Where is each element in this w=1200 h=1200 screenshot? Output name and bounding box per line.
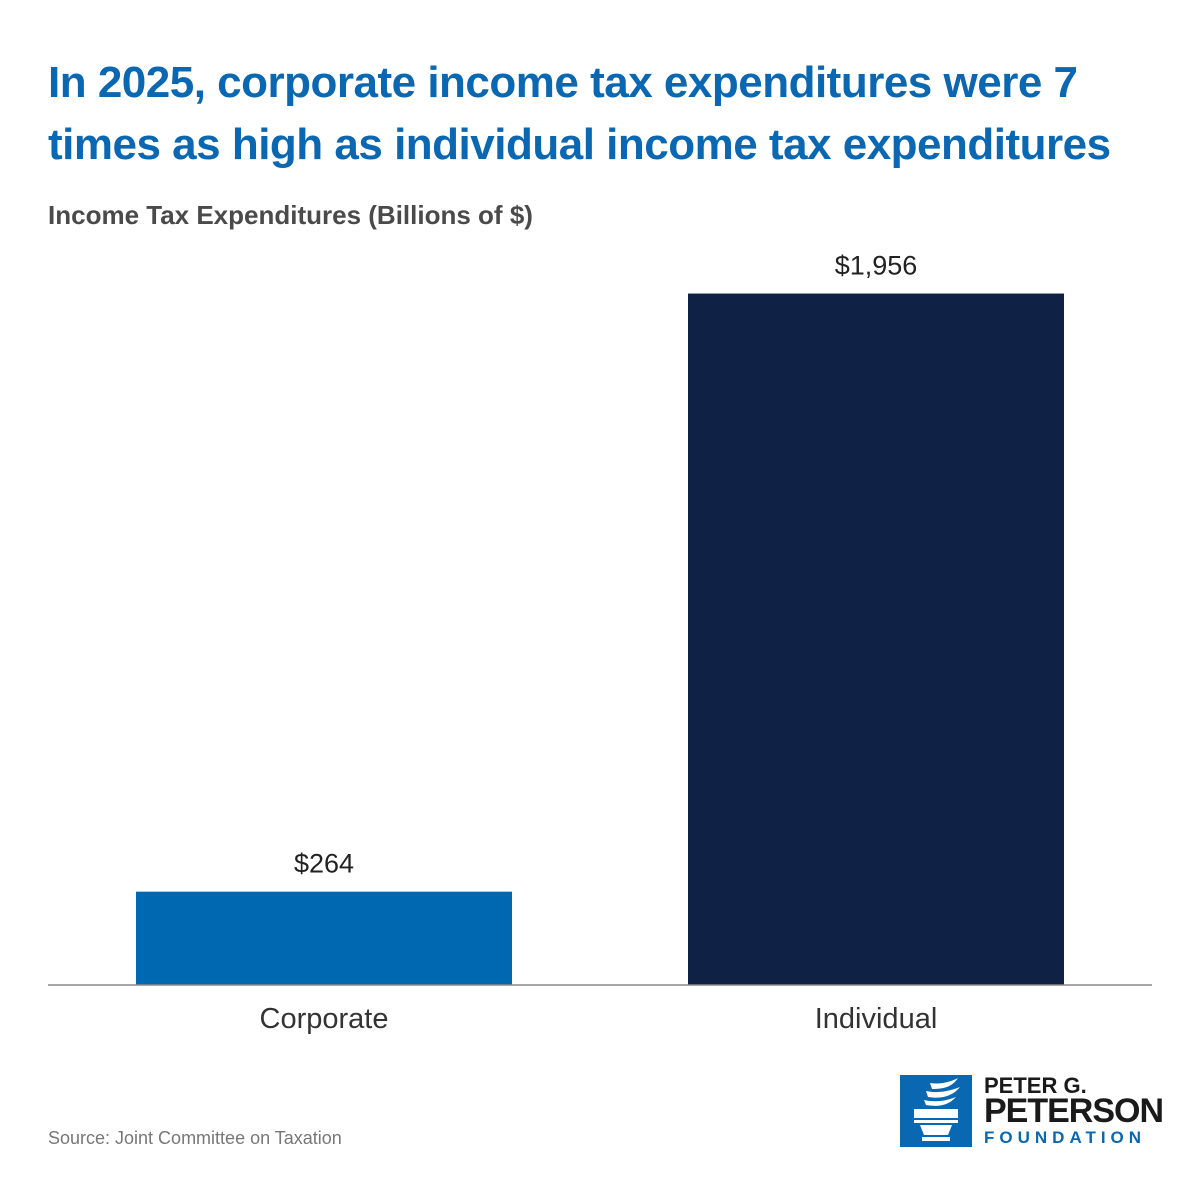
category-label-corporate: Corporate bbox=[260, 1003, 389, 1035]
logo-wordmark: PETER G. PETERSON FOUNDATION bbox=[984, 1073, 1164, 1147]
logo-line-3: FOUNDATION bbox=[984, 1128, 1147, 1147]
bar-chart: $264 Corporate $1,956 Individual bbox=[48, 251, 1152, 1035]
logo-line-2: PETERSON bbox=[984, 1092, 1164, 1130]
labels-layer: $264 Corporate $1,956 Individual bbox=[260, 251, 938, 1035]
bar-individual bbox=[688, 293, 1064, 986]
bars-layer bbox=[136, 293, 1064, 986]
chart-subtitle: Income Tax Expenditures (Billions of $) bbox=[48, 200, 533, 230]
bar-corporate bbox=[136, 891, 512, 985]
chart-title: In 2025, corporate income tax expenditur… bbox=[48, 58, 1111, 169]
value-label-corporate: $264 bbox=[294, 849, 354, 879]
category-label-individual: Individual bbox=[815, 1003, 938, 1035]
logo-line-1: PETER G. bbox=[984, 1073, 1087, 1098]
value-label-individual: $1,956 bbox=[835, 251, 918, 281]
source-note: Source: Joint Committee on Taxation bbox=[48, 1128, 342, 1148]
torch-icon bbox=[900, 1075, 972, 1147]
peterson-foundation-logo: PETER G. PETERSON FOUNDATION bbox=[900, 1073, 1164, 1147]
